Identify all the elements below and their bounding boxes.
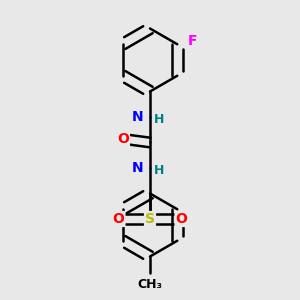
Text: S: S — [145, 212, 155, 226]
Text: F: F — [188, 34, 197, 48]
Text: H: H — [154, 113, 164, 127]
Text: H: H — [154, 164, 164, 178]
Text: O: O — [112, 212, 124, 226]
Text: O: O — [176, 212, 188, 226]
Text: N: N — [132, 110, 144, 124]
Text: CH₃: CH₃ — [137, 278, 163, 290]
Text: O: O — [117, 133, 129, 146]
Text: N: N — [132, 161, 144, 175]
